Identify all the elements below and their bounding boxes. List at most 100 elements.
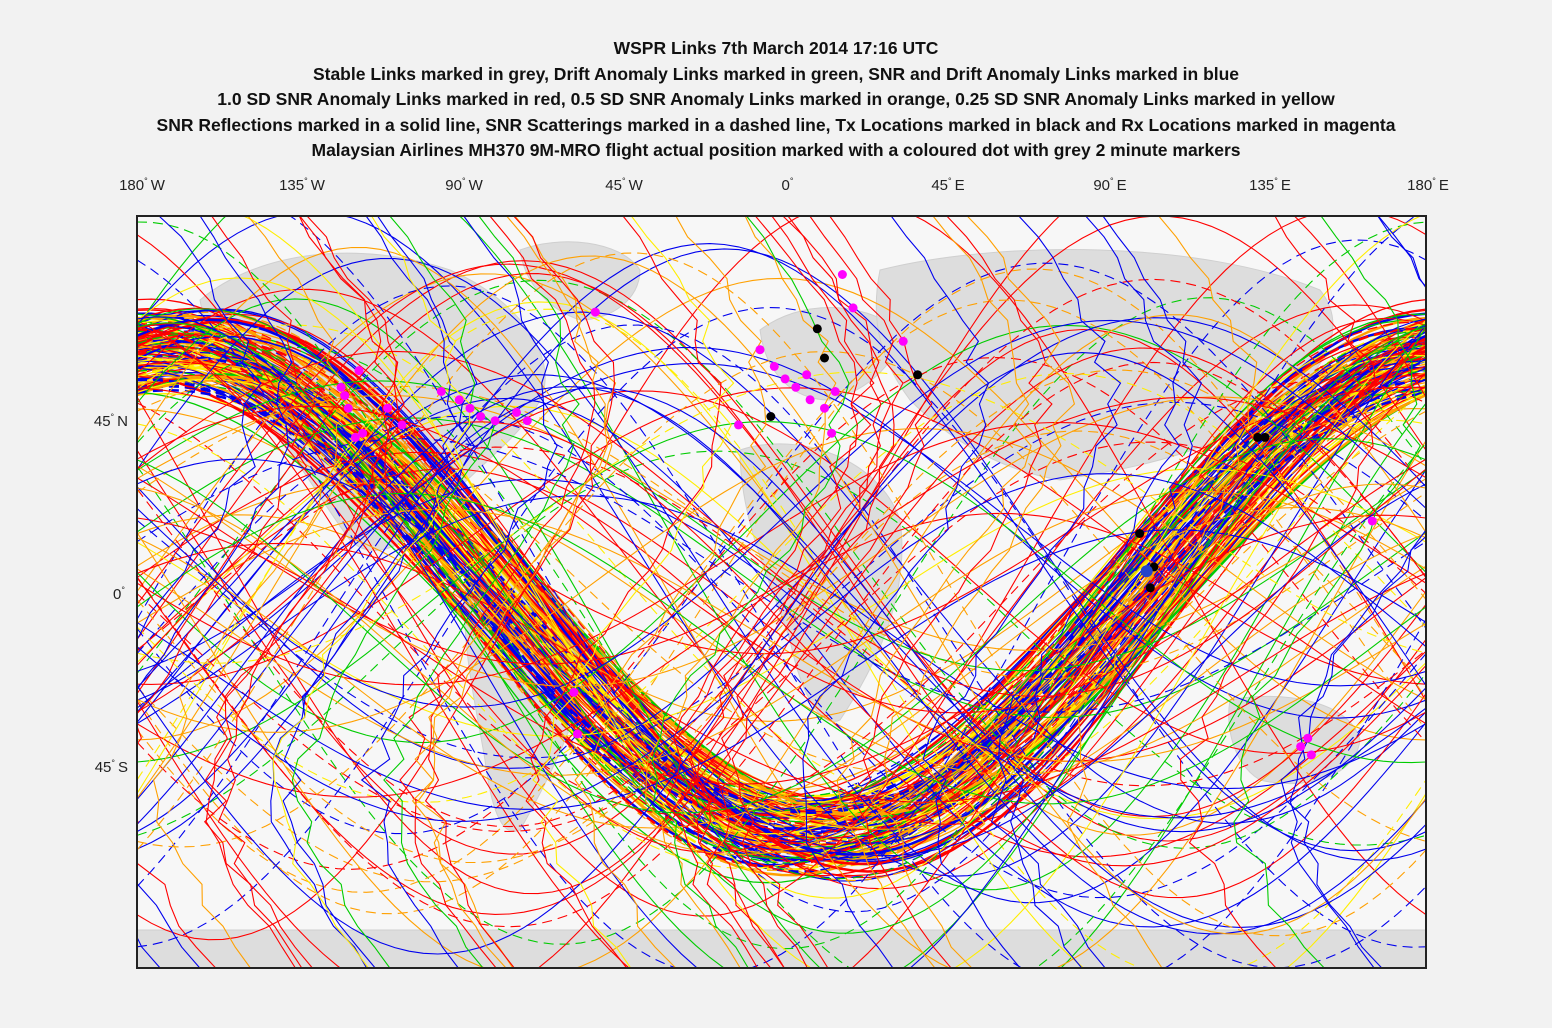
rx-location-marker (590, 307, 600, 317)
rx-location-marker (830, 387, 840, 396)
rx-location-marker (490, 416, 500, 426)
rx-location-marker (340, 391, 350, 401)
link-path (137, 288, 1426, 825)
link-path (153, 216, 357, 968)
lon-tick-label: 180° E (1407, 176, 1449, 194)
link-path (137, 514, 1426, 830)
link-path (137, 243, 1426, 852)
map-frame (136, 215, 1427, 969)
link-path (137, 322, 1426, 877)
link-path (137, 317, 1426, 865)
link-path (411, 216, 608, 968)
rx-location-marker (820, 403, 829, 413)
link-path (1289, 216, 1426, 968)
rx-location-marker (755, 345, 765, 355)
rx-location-marker (476, 412, 486, 421)
link-path (853, 216, 1053, 968)
tx-location-marker (812, 324, 822, 334)
rx-location-marker (454, 395, 464, 405)
link-path (360, 216, 558, 968)
link-path (690, 216, 882, 968)
link-path (137, 337, 1426, 871)
link-path (289, 216, 1417, 913)
link-path (137, 322, 1426, 968)
rx-location-marker (802, 370, 812, 380)
link-path (242, 216, 1422, 899)
link-path (677, 216, 875, 968)
rx-location-marker (569, 687, 579, 697)
link-path (137, 351, 1426, 844)
link-path (1233, 216, 1421, 968)
link-path (137, 324, 1426, 744)
link-path (137, 468, 1426, 858)
link-path (137, 298, 1426, 968)
tx-location-marker (766, 412, 776, 421)
rx-location-marker (522, 416, 532, 426)
link-path (137, 401, 1426, 759)
link-path (137, 483, 1426, 856)
rx-location-marker (848, 303, 858, 313)
location-markers (336, 270, 1377, 760)
tx-location-marker (820, 353, 829, 363)
link-path (802, 216, 990, 968)
link-path (137, 378, 1426, 831)
link-path (137, 450, 1426, 846)
link-path (645, 216, 837, 968)
link-path (291, 216, 496, 968)
link-path (137, 342, 1426, 847)
link-path (137, 490, 1426, 776)
lon-tick-label: 135° E (1249, 176, 1291, 194)
link-path (525, 216, 722, 968)
rx-location-marker (512, 407, 521, 417)
title-legend-snr: 1.0 SD SNR Anomaly Links marked in red, … (217, 89, 1335, 110)
link-path (137, 263, 1426, 818)
link-path (203, 216, 401, 968)
link-path (137, 216, 262, 968)
lat-tick-label: 0° (113, 585, 125, 603)
rx-location-marker (383, 403, 393, 413)
link-path (137, 346, 1426, 968)
rx-location-marker (350, 432, 360, 442)
link-path (205, 216, 395, 968)
wspr-links (137, 216, 1426, 968)
link-path (137, 258, 1426, 904)
link-path (137, 304, 1426, 854)
title-legend-drift: Stable Links marked in grey, Drift Anoma… (312, 63, 1240, 84)
link-path (137, 361, 1426, 928)
link-path (716, 216, 904, 968)
link-path (137, 239, 1426, 968)
link-path (137, 369, 1426, 821)
link-path (137, 316, 1426, 968)
lon-tick-label: 90° W (445, 176, 483, 194)
link-path (137, 306, 1426, 948)
link-path (688, 216, 892, 968)
link-path (137, 313, 1426, 890)
link-path (137, 216, 1426, 877)
link-path (217, 216, 405, 968)
link-path (137, 350, 1426, 697)
link-path (137, 248, 1426, 861)
rx-location-marker (343, 403, 353, 413)
link-path (137, 308, 1426, 968)
rx-location-marker (1296, 742, 1306, 752)
link-path (137, 438, 1426, 814)
rx-location-marker (397, 420, 407, 430)
link-path (1179, 216, 1377, 968)
link-path (870, 216, 1076, 968)
lat-tick-label: 45° N (93, 412, 128, 430)
link-path (137, 378, 1426, 829)
rx-location-marker (572, 729, 582, 739)
link-path (137, 216, 1426, 855)
link-path (137, 458, 1426, 857)
link-path (137, 352, 1426, 955)
rx-location-marker (898, 336, 908, 346)
rx-location-marker (827, 428, 837, 438)
rx-location-marker (805, 395, 815, 405)
chart-title: WSPR Links 7th March 2014 17:16 UTC Stab… (0, 36, 1552, 164)
link-path (137, 441, 1426, 833)
link-path (137, 334, 1426, 842)
rx-location-marker (436, 387, 446, 396)
link-path (651, 216, 850, 968)
link-path (417, 216, 617, 968)
link-path (137, 333, 1426, 880)
